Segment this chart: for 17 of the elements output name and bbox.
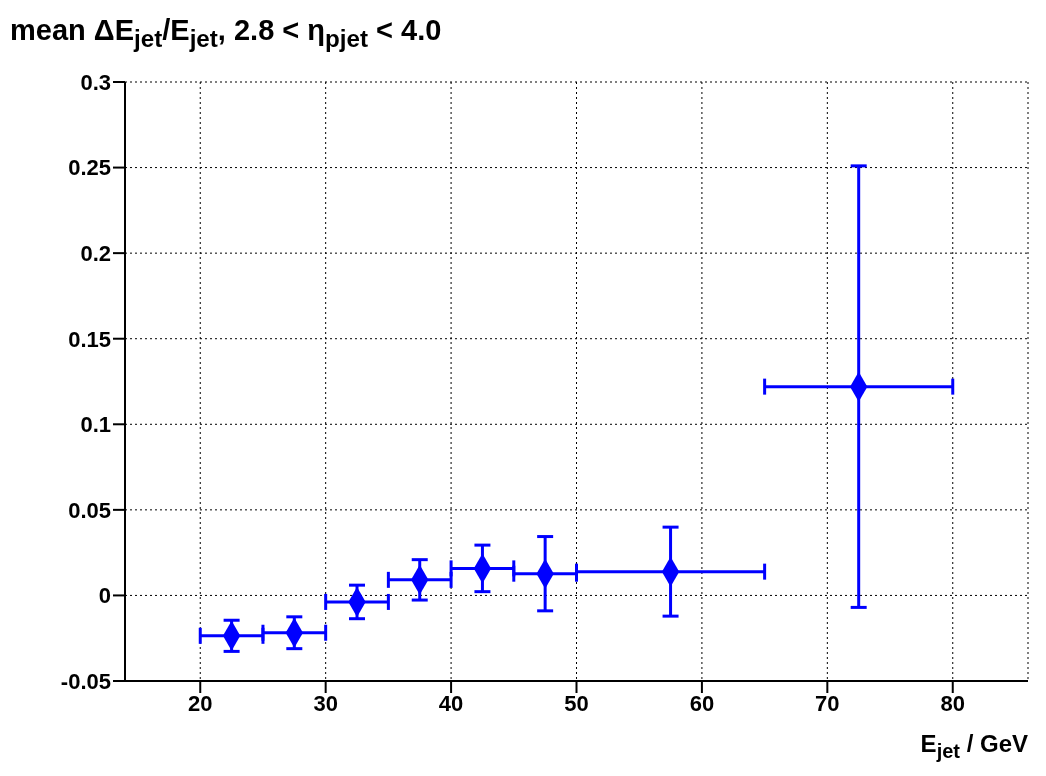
x-tick-label: 80 bbox=[940, 690, 965, 716]
x-tick-label: 70 bbox=[815, 690, 840, 716]
y-tick-label: 0.05 bbox=[68, 497, 111, 523]
y-tick-label: 0 bbox=[98, 583, 111, 609]
y-tick-label: 0.2 bbox=[80, 240, 111, 266]
x-tick-label: 60 bbox=[689, 690, 715, 716]
y-tick-label: 0.3 bbox=[80, 69, 111, 95]
x-tick-label: 40 bbox=[438, 690, 464, 716]
y-tick-label: 0.25 bbox=[68, 155, 111, 181]
x-tick-label: 30 bbox=[313, 690, 338, 716]
x-tick-label: 50 bbox=[564, 690, 589, 716]
y-tick-label: 0.1 bbox=[80, 412, 111, 438]
x-tick-label: 20 bbox=[188, 690, 213, 716]
y-tick-label: 0.15 bbox=[68, 326, 111, 352]
y-tick-label: -0.05 bbox=[60, 668, 111, 694]
chart-title: mean ΔE$_{jet}$/E$_{jet}$, 2.8 < η$_{pjet}$ < 4.0 bbox=[10, 14, 442, 53]
x-axis-title: E$_{jet}$ / GeV bbox=[920, 730, 1028, 763]
